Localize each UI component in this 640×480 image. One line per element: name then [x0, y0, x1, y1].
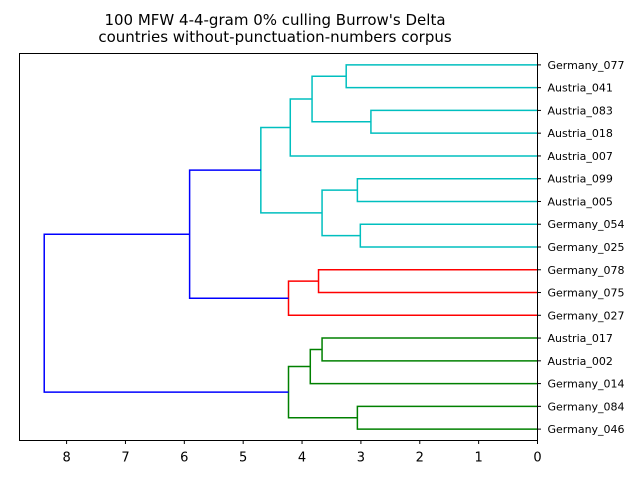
leaf-label: Germany_046 — [548, 423, 625, 436]
x-tick-label: 0 — [533, 451, 541, 466]
x-tick-label: 7 — [121, 451, 129, 466]
x-tick-label: 1 — [474, 451, 482, 466]
leaf-label: Austria_099 — [548, 173, 613, 186]
leaf-label: Austria_083 — [548, 104, 613, 117]
chart-title-line-2: countries without-punctuation-numbers co… — [98, 28, 452, 46]
dendrogram-link-c3 — [311, 75, 371, 123]
dendrogram-link-r1 — [317, 269, 538, 294]
dendrogram-link-c7 — [321, 189, 361, 237]
leaf-label: Germany_077 — [548, 59, 625, 72]
leaf-label: Austria_005 — [548, 195, 613, 208]
dendrogram-link-c1 — [345, 64, 538, 89]
dendrogram-link-g2 — [309, 348, 538, 385]
chart-title-line-1: 100 MFW 4-4-gram 0% culling Burrow's Del… — [104, 11, 446, 29]
dendrogram-link-r2 — [287, 280, 538, 317]
leaf-label: Germany_025 — [548, 241, 625, 254]
x-tick-label: 5 — [239, 451, 247, 466]
dendrogram-link-c2 — [370, 109, 538, 134]
leaf-label: Austria_017 — [548, 332, 613, 345]
leaf-label: Germany_054 — [548, 218, 625, 231]
leaf-label: Austria_007 — [548, 150, 613, 163]
x-tick-label: 6 — [180, 451, 188, 466]
x-tick-label: 2 — [416, 451, 424, 466]
dendrogram-link-c5 — [356, 177, 538, 203]
leaf-label: Austria_041 — [548, 82, 613, 95]
leaf-label: Germany_027 — [548, 309, 625, 322]
leaf-label: Germany_084 — [548, 400, 625, 413]
dendrogram-link-g1 — [321, 337, 538, 362]
x-tick-label: 4 — [298, 451, 306, 466]
chart-title: 100 MFW 4-4-gram 0% culling Burrow's Del… — [0, 12, 550, 46]
leaf-label: Austria_002 — [548, 355, 613, 368]
x-tick-label: 8 — [62, 451, 70, 466]
dendrogram-link-c4 — [289, 98, 538, 157]
x-axis-ticks: 8 7 6 5 4 3 2 1 0 — [62, 440, 542, 466]
leaf-labels: Germany_077 Austria_041 Austria_083 Austria… — [537, 59, 625, 436]
dendrogram-link-g3 — [356, 405, 538, 430]
dendrogram-link-b1 — [188, 169, 289, 299]
dendrogram-link-g4 — [287, 365, 358, 419]
leaf-label: Germany_014 — [548, 378, 625, 391]
dendrogram-link-c8 — [260, 126, 323, 214]
dendrogram-links — [43, 64, 538, 430]
leaf-label: Austria_018 — [548, 127, 613, 140]
dendrogram-link-b2 — [43, 233, 289, 393]
leaf-label: Germany_078 — [548, 264, 625, 277]
x-tick-label: 3 — [357, 451, 365, 466]
leaf-label: Germany_075 — [548, 287, 625, 300]
dendrogram-link-c6 — [359, 223, 538, 248]
